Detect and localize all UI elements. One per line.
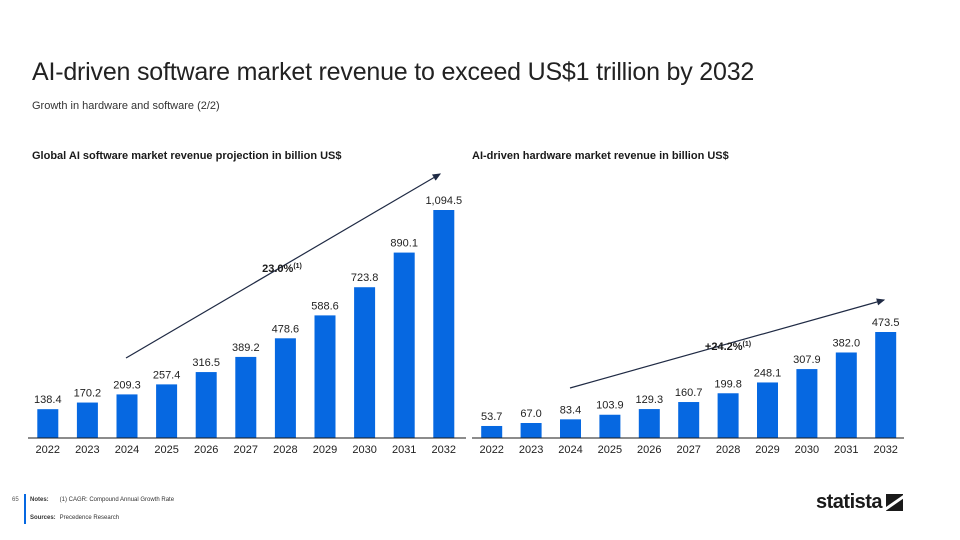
- hardware-value-label-2022: 53.7: [481, 411, 502, 423]
- software-chart-title: Global AI software market revenue projec…: [32, 150, 342, 162]
- software-bar-2023: [76, 402, 98, 438]
- hardware-year-label-2023: 2023: [519, 444, 543, 456]
- hardware-year-label-2032: 2032: [873, 444, 897, 456]
- software-value-label-2026: 316.5: [192, 357, 220, 369]
- software-year-label-2023: 2023: [75, 444, 99, 456]
- logo-text: statista: [816, 491, 883, 513]
- hardware-cagr-arrow: [569, 298, 886, 389]
- hardware-year-label-2031: 2031: [834, 444, 858, 456]
- page-number: 65: [12, 497, 19, 503]
- hardware-year-label-2029: 2029: [755, 444, 779, 456]
- notes-text: (1) CAGR: Compound Annual Growth Rate: [59, 497, 175, 503]
- hardware-value-label-2026: 129.3: [636, 394, 664, 406]
- software-bar-2026: [195, 372, 217, 438]
- software-bar-2028: [274, 338, 296, 438]
- software-year-label-2022: 2022: [36, 444, 60, 456]
- page-title: AI-driven software market revenue to exc…: [32, 58, 755, 86]
- hardware-bar-2023: [520, 423, 542, 438]
- hardware-value-label-2029: 248.1: [754, 367, 782, 379]
- hardware-value-label-2032: 473.5: [872, 317, 900, 329]
- hardware-chart-title: AI-driven hardware market revenue in bil…: [472, 150, 729, 162]
- hardware-year-label-2028: 2028: [716, 444, 740, 456]
- hardware-bar-2032: [875, 332, 897, 438]
- hardware-value-label-2027: 160.7: [675, 387, 703, 399]
- footer-accent-bar: [24, 494, 26, 524]
- software-value-label-2030: 723.8: [351, 272, 379, 284]
- hardware-bar-2026: [638, 409, 660, 438]
- page-subtitle: Growth in hardware and software (2/2): [32, 100, 220, 112]
- sources-label: Sources:: [30, 515, 56, 521]
- hardware-bar-2024: [560, 419, 581, 438]
- hardware-bar-2030: [796, 369, 818, 438]
- software-value-label-2028: 478.6: [272, 323, 300, 335]
- software-value-label-2024: 209.3: [113, 379, 141, 391]
- software-year-label-2025: 2025: [154, 444, 178, 456]
- hardware-bar-2031: [835, 352, 857, 438]
- hardware-bar-2022: [481, 425, 503, 438]
- software-cagr-arrow: [125, 173, 442, 359]
- hardware-year-label-2025: 2025: [598, 444, 622, 456]
- notes-label: Notes:: [30, 497, 49, 503]
- hardware-bar-2029: [757, 382, 778, 438]
- software-year-label-2028: 2028: [273, 444, 297, 456]
- software-value-label-2032: 1,094.5: [425, 195, 462, 207]
- software-bar-2029: [314, 315, 336, 438]
- hardware-year-label-2027: 2027: [676, 444, 700, 456]
- hardware-bar-2028: [717, 393, 739, 438]
- software-bar-2022: [37, 409, 59, 438]
- software-bar-2027: [235, 356, 257, 438]
- hardware-value-label-2024: 83.4: [560, 404, 581, 416]
- software-year-label-2027: 2027: [234, 444, 258, 456]
- software-year-label-2029: 2029: [313, 444, 337, 456]
- software-revenue-chart: 138.4 2022 170.2 2023 209.3 2024 257.4 2025 316.…: [28, 173, 466, 456]
- software-bar-2024: [116, 394, 138, 438]
- software-value-label-2029: 588.6: [311, 300, 339, 312]
- hardware-value-label-2030: 307.9: [793, 354, 821, 366]
- hardware-year-label-2024: 2024: [558, 444, 582, 456]
- hardware-revenue-chart: 53.7 2022 67.0 2023 83.4 2024 103.9 2025 129.3 20…: [472, 298, 904, 456]
- hardware-year-label-2030: 2030: [795, 444, 819, 456]
- hardware-bar-2025: [599, 414, 621, 438]
- software-value-label-2031: 890.1: [390, 238, 418, 250]
- software-value-label-2022: 138.4: [34, 394, 62, 406]
- software-cagr-label: 23.0%(1): [262, 263, 302, 275]
- software-bar-2032: [433, 210, 455, 438]
- software-bar-2031: [393, 252, 415, 438]
- hardware-cagr-label: +24.2%(1): [705, 341, 751, 353]
- hardware-year-label-2026: 2026: [637, 444, 661, 456]
- sources-text: Precedence Research: [59, 515, 120, 521]
- software-value-label-2023: 170.2: [74, 388, 102, 400]
- statista-logo-icon: [886, 494, 904, 511]
- software-bar-2025: [156, 384, 178, 438]
- hardware-value-label-2028: 199.8: [714, 378, 742, 390]
- software-year-label-2024: 2024: [115, 444, 139, 456]
- statista-logo[interactable]: statista: [816, 491, 904, 514]
- hardware-bar-2027: [678, 402, 700, 438]
- software-bar-2030: [354, 287, 376, 438]
- notes-row: Notes: (1) CAGR: Compound Annual Growth …: [30, 497, 174, 503]
- hardware-value-label-2025: 103.9: [596, 400, 624, 412]
- software-year-label-2026: 2026: [194, 444, 218, 456]
- software-value-label-2025: 257.4: [153, 369, 181, 381]
- software-year-label-2031: 2031: [392, 444, 416, 456]
- software-year-label-2030: 2030: [352, 444, 376, 456]
- sources-row: Sources: Precedence Research: [30, 515, 119, 521]
- software-value-label-2027: 389.2: [232, 342, 260, 354]
- hardware-value-label-2023: 67.0: [520, 408, 541, 420]
- software-year-label-2032: 2032: [432, 444, 456, 456]
- hardware-value-label-2031: 382.0: [833, 337, 861, 349]
- hardware-year-label-2022: 2022: [479, 444, 503, 456]
